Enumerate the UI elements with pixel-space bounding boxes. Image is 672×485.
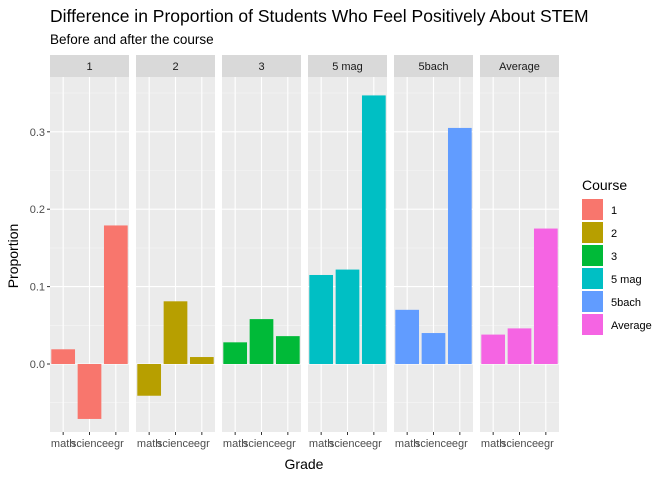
facet-strip-label: 5 mag — [332, 61, 363, 73]
x-tick-label: science — [157, 438, 194, 450]
bar-egr — [533, 228, 558, 364]
facet-strip — [394, 55, 473, 77]
x-tick-label: math — [223, 438, 247, 450]
legend-label: Average — [611, 320, 652, 332]
legend-key — [582, 222, 603, 243]
x-tick-label: science — [329, 438, 366, 450]
bar-math — [395, 309, 420, 364]
bar-egr — [361, 95, 386, 364]
x-axis-label: Grade — [285, 456, 324, 472]
y-tick-label: 0.2 — [30, 204, 45, 216]
x-tick-label: math — [51, 438, 75, 450]
x-tick-label: science — [71, 438, 108, 450]
y-axis-label: Proportion — [5, 224, 21, 289]
bar-egr — [275, 336, 300, 364]
legend-item: Average — [582, 314, 652, 335]
y-tick-label: 0.1 — [30, 282, 45, 294]
y-axis: 0.0 0.1 0.2 0.3 — [30, 127, 50, 371]
y-tick-label: 0.0 — [30, 359, 45, 371]
legend-key — [582, 199, 603, 220]
bar-egr — [189, 357, 214, 364]
y-tick-label: 0.3 — [30, 127, 45, 139]
legend-label: 1 — [611, 205, 617, 217]
legend-item: 2 — [582, 222, 617, 243]
facet-strip-label: 5bach — [419, 61, 449, 73]
legend-item: 1 — [582, 199, 617, 220]
bar-math — [223, 342, 248, 364]
legend-label: 2 — [611, 228, 617, 240]
x-tick-label: egr — [108, 438, 124, 450]
bar-math — [51, 349, 76, 364]
facet-strip-label: 3 — [258, 61, 264, 73]
x-tick-label: science — [243, 438, 280, 450]
bar-science — [507, 328, 532, 364]
legend-item: 5bach — [582, 291, 641, 312]
bar-math — [481, 334, 506, 364]
x-tick-label: egr — [280, 438, 296, 450]
bar-science — [163, 301, 188, 364]
facet-strip-label: 2 — [172, 61, 178, 73]
legend-item: 3 — [582, 245, 617, 266]
legend-item: 5 mag — [582, 268, 642, 289]
legend-key — [582, 314, 603, 335]
x-tick-label: math — [395, 438, 419, 450]
bar-egr — [103, 225, 128, 364]
facet-strip — [480, 55, 559, 77]
legend-key — [582, 245, 603, 266]
bar-math — [309, 274, 334, 364]
x-tick-label: egr — [194, 438, 210, 450]
bar-egr — [447, 127, 472, 365]
x-tick-label: egr — [452, 438, 468, 450]
facet-strip — [222, 55, 301, 77]
x-tick-label: science — [415, 438, 452, 450]
legend-title: Course — [582, 177, 627, 193]
facet-strip — [136, 55, 215, 77]
legend-label: 5bach — [611, 297, 641, 309]
facet-strip-label: Average — [499, 61, 540, 73]
legend-key — [582, 291, 603, 312]
legend-label: 3 — [611, 251, 617, 263]
legend-label: 5 mag — [611, 274, 642, 286]
bar-science — [77, 364, 102, 419]
bar-science — [249, 319, 274, 364]
legend-key — [582, 268, 603, 289]
bar-math — [137, 364, 162, 396]
chart-subtitle: Before and after the course — [50, 32, 214, 47]
facet-strip — [50, 55, 129, 77]
x-tick-label: math — [309, 438, 333, 450]
x-tick-label: egr — [366, 438, 382, 450]
facet-strip-label: 1 — [86, 61, 92, 73]
x-tick-label: math — [137, 438, 161, 450]
legend: Course 1 2 3 5 mag 5bach Average — [582, 177, 652, 335]
x-tick-label: egr — [538, 438, 554, 450]
x-tick-label: math — [481, 438, 505, 450]
bar-science — [335, 269, 360, 364]
x-tick-label: science — [501, 438, 538, 450]
facet-strip — [308, 55, 387, 77]
bar-science — [421, 333, 446, 364]
chart-title: Difference in Proportion of Students Who… — [50, 6, 589, 26]
